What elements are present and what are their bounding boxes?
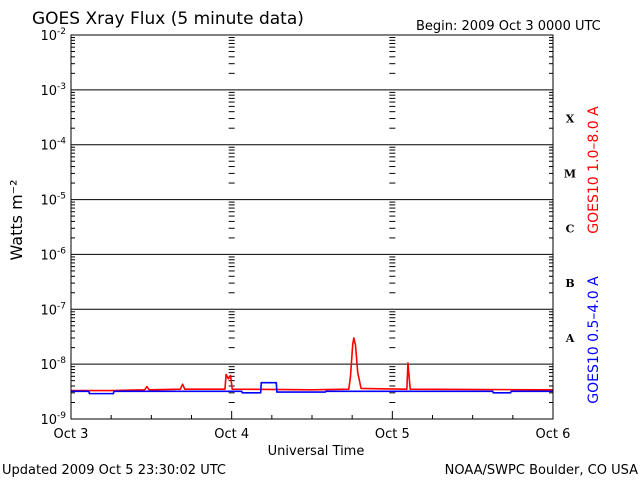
x-axis-label: Universal Time [268,444,365,459]
y-tick-label: 10-7 [40,301,66,318]
series-line-short-channel [71,381,553,395]
x-tick-label: Oct 6 [536,427,571,442]
y-tick-label: 10-8 [40,356,66,373]
y-tick-exponent: -9 [57,411,66,421]
y-tick-exponent: -7 [57,301,66,311]
y-axis-label: Watts m⁻² [7,179,26,260]
chart-title: GOES Xray Flux (5 minute data) [32,9,304,29]
updated-timestamp: Updated 2009 Oct 5 23:30:02 UTC [2,463,226,478]
y-tick-label: 10-3 [40,82,66,99]
flare-class-label: C [566,222,575,235]
x-tick-label: Oct 5 [375,427,410,442]
y-tick-exponent: -6 [57,246,66,256]
y-tick-exponent: -3 [57,82,66,92]
y-tick-exponent: -5 [57,192,66,202]
y-tick-label: 10-9 [40,411,66,428]
flare-class-label: M [564,167,576,180]
begin-time: Begin: 2009 Oct 3 0000 UTC [416,19,601,34]
flare-class-label: X [566,113,575,126]
flare-class-label: B [565,277,574,290]
series-layer [71,337,554,395]
series-line-long-channel [71,337,554,392]
y-tick-label: 10-2 [40,27,66,44]
flare-class-label: A [565,332,575,345]
y-tick-label: 10-6 [40,246,66,263]
ticks-layer [70,37,554,419]
legend-long-channel: GOES10 1.0–8.0 A [586,106,602,234]
plot-frame [70,34,554,420]
y-tick-label: 10-4 [40,137,66,154]
y-tick-exponent: -2 [57,27,66,37]
y-tick-exponent: -8 [57,356,66,366]
y-tick-exponent: -4 [57,137,66,147]
credit-label: NOAA/SWPC Boulder, CO USA [445,463,638,478]
x-tick-label: Oct 4 [214,427,249,442]
legend-short-channel: GOES10 0.5–4.0 A [586,276,602,404]
grid-layer [71,37,553,403]
x-tick-label: Oct 3 [54,427,89,442]
y-tick-label: 10-5 [40,192,66,209]
